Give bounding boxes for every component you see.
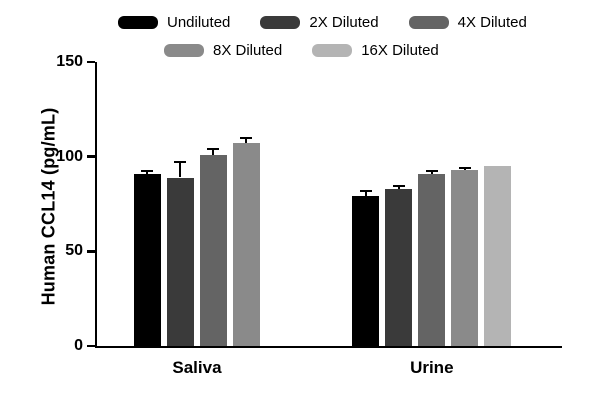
- error-bar-cap: [359, 189, 372, 192]
- bar: [133, 173, 161, 346]
- y-axis-tick: [86, 250, 95, 253]
- legend-swatch: [312, 44, 353, 57]
- x-category-label: Saliva: [172, 358, 222, 377]
- bar: [232, 143, 260, 346]
- error-bar-cap: [392, 185, 405, 187]
- bar: [418, 173, 446, 346]
- error-bar-stem: [179, 162, 182, 178]
- legend-item-16x: 16X Diluted: [312, 42, 439, 59]
- legend-swatch: [118, 16, 158, 29]
- error-bar-cap: [458, 167, 471, 170]
- y-axis-tick-label: 0: [74, 337, 83, 354]
- plot-area: 0 50 100 150 Saliva Urine: [56, 53, 562, 377]
- error-bar-cap: [174, 161, 187, 164]
- legend-row-1: Undiluted 2X Diluted 4X Diluted: [118, 14, 557, 31]
- y-axis-tick: [86, 155, 95, 158]
- legend-label: 16X Diluted: [361, 42, 439, 59]
- bar: [199, 154, 227, 346]
- bar: [352, 196, 380, 346]
- error-bar-stem: [430, 170, 433, 174]
- legend-label: Undiluted: [167, 14, 231, 31]
- x-category-label: Urine: [410, 358, 454, 377]
- error-bar-stem: [245, 137, 248, 144]
- chart-legend: Undiluted 2X Diluted 4X Diluted 8X Dilut…: [118, 14, 557, 70]
- y-axis-tick-label: 50: [65, 242, 83, 260]
- error-bar-stem: [212, 149, 215, 155]
- legend-row-2: 8X Diluted 16X Diluted: [118, 42, 557, 59]
- legend-label: 2X Diluted: [309, 14, 379, 31]
- y-axis-tick: [86, 60, 95, 64]
- error-bar-stem: [146, 170, 149, 174]
- y-axis-tick-label: 150: [56, 53, 83, 70]
- y-axis-tick-label: 100: [56, 147, 83, 165]
- legend-item-8x: 8X Diluted: [164, 42, 282, 59]
- error-bar-stem: [397, 186, 400, 189]
- error-bar-cap: [425, 169, 438, 172]
- error-bar-cap: [207, 148, 220, 151]
- bar: [451, 169, 479, 346]
- bar: [484, 166, 512, 346]
- error-bar-stem: [364, 190, 367, 197]
- y-axis-label: Human CCL14 (pg/mL): [38, 107, 59, 306]
- error-bar-cap: [240, 136, 253, 139]
- y-axis-tick: [86, 344, 95, 348]
- legend-swatch: [164, 44, 204, 57]
- bar: [166, 177, 194, 346]
- bar: [385, 188, 413, 346]
- legend-item-2x: 2X Diluted: [260, 14, 379, 31]
- error-bar-cap: [141, 169, 154, 172]
- legend-label: 4X Diluted: [457, 14, 527, 31]
- legend-item-undiluted: Undiluted: [118, 14, 230, 31]
- legend-swatch: [408, 16, 449, 29]
- legend-swatch: [260, 16, 301, 29]
- legend-label: 8X Diluted: [213, 42, 283, 59]
- legend-item-4x: 4X Diluted: [408, 14, 527, 31]
